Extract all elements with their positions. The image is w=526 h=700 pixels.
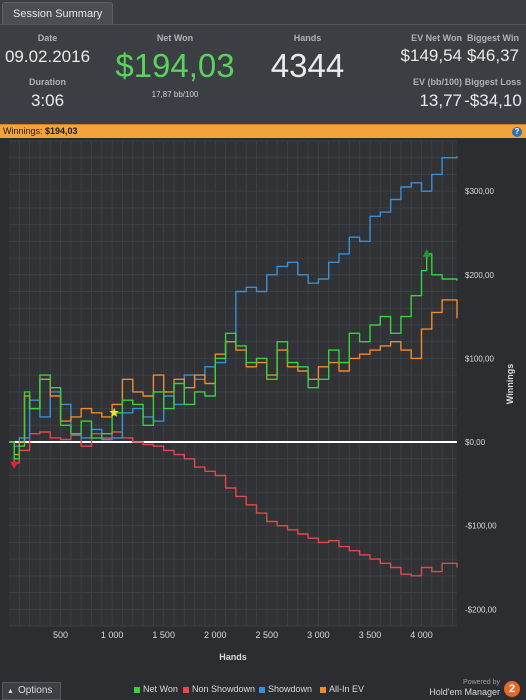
min-marker [10, 461, 19, 469]
y-tick-label: -$200,00 [465, 605, 497, 614]
legend-showdown[interactable]: Showdown [259, 684, 312, 694]
brand-logo-icon: 2 [504, 681, 520, 697]
x-tick-label: 2 000 [204, 630, 227, 640]
powered-by-text: Powered by [463, 679, 500, 686]
winnings-bar-label: Winnings: [3, 126, 43, 136]
legend-non-showdown[interactable]: Non Showdown [183, 684, 255, 694]
series-line-net-won [9, 253, 458, 460]
y-tick-label: $0,00 [465, 438, 486, 447]
winnings-chart-area: 500 1 000 1 500 2 000 2 500 3 000 3 500 4 000 $… [0, 138, 526, 680]
tab-session-summary[interactable]: Session Summary [2, 2, 114, 25]
legend-swatch-non-showdown [183, 686, 189, 693]
x-axis-title: Hands [219, 652, 247, 662]
duration-label: Duration [29, 77, 66, 87]
x-tick-labels: 500 1 000 1 500 2 000 2 500 3 000 3 500 4 000 [53, 630, 433, 640]
duration-value: 3:06 [30, 91, 65, 110]
x-tick-label: 2 500 [256, 630, 279, 640]
net-won-label: Net Won [156, 33, 194, 43]
hands-value: 4344 [270, 47, 345, 84]
ev-bb-label: EV (bb/100) [412, 77, 462, 87]
y-tick-labels: $300,00 $200,00 $100,00 $0,00 -$100,00 -$200,… [465, 187, 497, 614]
legend-net-won[interactable]: Net Won [134, 684, 178, 694]
series-lines [9, 156, 458, 577]
legend-label-net-won: Net Won [143, 684, 178, 694]
winnings-chart: 500 1 000 1 500 2 000 2 500 3 000 3 500 4 000 $… [9, 140, 515, 662]
bb-per-100-value: 17,87 bb/100 [151, 90, 199, 99]
legend-label-all-in-ev: All-In EV [329, 684, 365, 694]
net-won-value: $194,03 [115, 47, 235, 84]
x-tick-label: 500 [53, 630, 68, 640]
date-value: 09.02.2016 [4, 47, 91, 66]
legend-swatch-net-won [134, 686, 140, 693]
biggest-win-value: $46,37 [467, 46, 519, 65]
y-tick-label: $200,00 [465, 271, 494, 280]
hands-label: Hands [293, 33, 322, 43]
chevron-up-icon: ▲ [7, 688, 14, 695]
biggest-win-label: Biggest Win [467, 33, 519, 43]
biggest-loss-label: Biggest Loss [464, 77, 522, 87]
options-button[interactable]: ▲ Options [2, 682, 62, 700]
session-summary-panel: Date 09.02.2016 Duration 3:06 Net Won $1… [0, 24, 526, 125]
date-label: Date [37, 33, 58, 43]
series-line-non-showdown [9, 431, 458, 577]
legend-all-in-ev[interactable]: All-In EV [320, 684, 364, 694]
legend-label-showdown: Showdown [268, 684, 313, 694]
winnings-bar-text: Winnings: $194,03 [3, 126, 78, 136]
x-tick-label: 3 500 [359, 630, 382, 640]
brand-name: Hold'em Manager [429, 687, 500, 697]
x-tick-label: 3 000 [307, 630, 330, 640]
legend-label-non-showdown: Non Showdown [192, 684, 256, 694]
legend-swatch-all-in-ev [320, 686, 326, 693]
help-icon[interactable]: ? [512, 127, 522, 137]
y-tick-label: -$100,00 [465, 522, 497, 531]
legend-swatch-showdown [259, 686, 265, 693]
chart-markers [10, 248, 431, 469]
y-tick-label: $300,00 [465, 187, 494, 196]
plot-background [9, 141, 457, 626]
ev-bb-value: 13,77 [419, 91, 462, 110]
biggest-loss-value: -$34,10 [464, 91, 522, 110]
tab-bar: Session Summary [0, 0, 526, 25]
footer-bar: ▲ Options Net Won Non Showdown Showdown A… [0, 679, 526, 700]
winnings-bar-value: $194,03 [45, 126, 78, 136]
winnings-bar: Winnings: $194,03 ? [0, 124, 526, 139]
ev-net-won-value: $149,54 [400, 46, 462, 65]
ev-net-won-label: EV Net Won [411, 33, 462, 43]
y-tick-label: $100,00 [465, 354, 494, 363]
options-label: Options [17, 685, 53, 696]
y-axis-title: Winnings [505, 364, 515, 404]
star-marker [109, 407, 119, 417]
x-tick-label: 1 500 [152, 630, 175, 640]
max-marker [422, 248, 431, 257]
x-tick-label: 1 000 [101, 630, 124, 640]
x-tick-label: 4 000 [410, 630, 433, 640]
